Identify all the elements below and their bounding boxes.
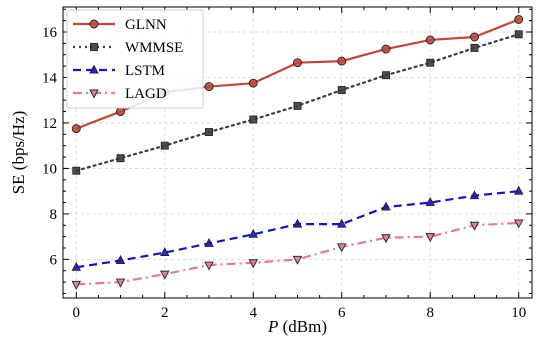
- data-point: [115, 255, 126, 264]
- data-point: [470, 43, 479, 52]
- y-tick-label: 16: [42, 25, 58, 41]
- data-point: [513, 219, 524, 229]
- data-point: [71, 261, 82, 271]
- data-point: [425, 233, 435, 243]
- data-point: [337, 86, 346, 94]
- data-point: [336, 218, 347, 228]
- legend-entry: LAGD: [73, 86, 167, 102]
- data-point: [470, 32, 479, 42]
- series-lstm: [71, 185, 524, 271]
- data-point: [292, 218, 303, 228]
- data-point: [469, 221, 480, 231]
- data-point: [248, 259, 259, 269]
- data-point: [72, 166, 81, 175]
- legend-entry: GLNN: [73, 17, 167, 33]
- data-point: [116, 154, 125, 163]
- data-point: [160, 141, 169, 150]
- y-tick-label: 12: [42, 116, 57, 132]
- data-point: [292, 255, 303, 265]
- axis-ticks: 0 2 4 6 8 10 6 8 10 12 14 16: [42, 7, 532, 321]
- data-point: [293, 58, 302, 68]
- series-line: [76, 221, 519, 286]
- data-point: [469, 190, 480, 200]
- data-point: [425, 35, 435, 45]
- data-point: [160, 270, 170, 280]
- data-point: [248, 228, 259, 238]
- data-point: [204, 237, 214, 247]
- series-layer: [71, 15, 524, 290]
- data-point: [381, 44, 391, 54]
- data-point: [71, 280, 82, 290]
- x-tick-label: 10: [511, 305, 526, 321]
- y-axis-title: SE (bps/Hz): [9, 111, 28, 195]
- data-point: [249, 115, 258, 124]
- data-point: [115, 278, 126, 288]
- series-wmmse: [72, 30, 523, 175]
- legend-label: LSTM: [125, 63, 165, 79]
- x-tick-label: 4: [250, 305, 258, 321]
- x-axis-title-variable: P: [267, 317, 278, 336]
- data-point: [337, 56, 347, 66]
- data-point: [514, 15, 524, 24]
- legend-box: [66, 9, 204, 109]
- series-line: [76, 190, 519, 269]
- legend: GLNN WMMSE LSTM LAGD: [66, 9, 204, 109]
- y-tick-label: 14: [42, 70, 58, 86]
- legend-marker: [89, 89, 99, 99]
- x-axis-title: P (dBm): [267, 317, 327, 336]
- data-point: [116, 107, 125, 117]
- data-point: [204, 82, 214, 92]
- legend-label: GLNN: [125, 17, 167, 33]
- data-point: [160, 247, 170, 256]
- data-point: [205, 128, 213, 136]
- data-point: [514, 30, 523, 39]
- data-point: [336, 243, 347, 253]
- data-point: [426, 58, 435, 67]
- data-point: [513, 185, 524, 195]
- legend-marker: [90, 43, 98, 51]
- x-tick-label: 2: [161, 305, 169, 321]
- legend-marker: [89, 64, 99, 74]
- x-tick-label: 6: [338, 305, 346, 321]
- data-point: [71, 124, 81, 134]
- x-tick-label: 0: [73, 305, 81, 321]
- legend-label: WMMSE: [125, 40, 183, 56]
- data-point: [381, 201, 391, 211]
- data-point: [204, 261, 214, 271]
- y-tick-label: 10: [42, 161, 57, 177]
- x-tick-label: 8: [426, 305, 434, 321]
- legend-label: LAGD: [125, 86, 167, 102]
- legend-marker: [89, 19, 99, 29]
- y-tick-label: 6: [50, 252, 58, 268]
- data-point: [381, 234, 391, 244]
- data-point: [425, 197, 435, 206]
- x-axis-title-unit: (dBm): [278, 317, 327, 336]
- legend-entry: WMMSE: [73, 40, 183, 56]
- data-point: [382, 71, 390, 80]
- data-point: [293, 101, 302, 110]
- y-tick-label: 8: [50, 207, 58, 223]
- series-lagd: [71, 219, 524, 290]
- legend-entry: LSTM: [73, 63, 165, 79]
- data-point: [248, 78, 258, 88]
